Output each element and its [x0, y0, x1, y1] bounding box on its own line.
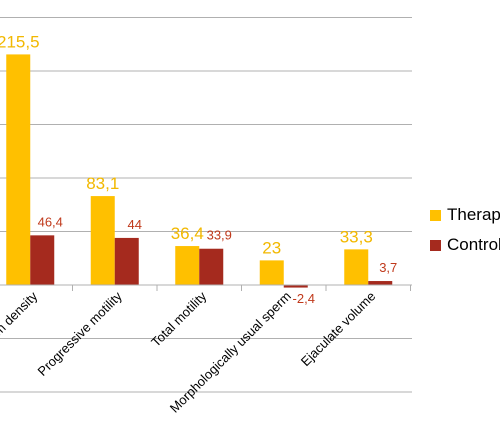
bars: [6, 54, 393, 288]
bar-control-2: [114, 237, 139, 285]
data-label-control-2: 44: [128, 217, 142, 232]
data-label-therapy-4: 23: [262, 238, 281, 257]
data-label-control-4: -2,4: [293, 291, 315, 306]
legend-label-control: Control: [447, 235, 500, 254]
bar-control-1: [30, 235, 55, 285]
legend-item-therapy: Therapy: [430, 200, 500, 230]
bar-therapy-2: [90, 196, 115, 285]
category-label-2: Progressive motility: [35, 288, 126, 379]
data-label-therapy-2: 83,1: [86, 174, 119, 193]
data-label-therapy-3: 36,4: [171, 224, 204, 243]
data-label-control-3: 33,9: [207, 228, 232, 243]
legend-item-control: Control: [430, 230, 500, 260]
data-labels: 215,5 46,4 83,1 44 36,4 33,9 23 -2,4 33,3 3,7: [0, 32, 397, 306]
bar-therapy-3: [175, 246, 200, 285]
legend-swatch-therapy: [430, 209, 441, 221]
bar-therapy-1: [6, 54, 31, 285]
data-label-control-1: 46,4: [38, 214, 63, 229]
category-label-1: Sperm density: [0, 288, 41, 358]
bar-control-5: [368, 281, 393, 285]
data-label-control-5: 3,7: [379, 260, 397, 275]
bar-therapy-4: [259, 260, 284, 285]
bar-control-4: [283, 285, 308, 288]
legend: Therapy Control: [430, 200, 500, 260]
data-label-therapy-5: 33,3: [340, 227, 373, 246]
legend-label-therapy: Therapy: [447, 205, 500, 224]
legend-swatch-control: [430, 239, 441, 251]
category-label-3: Total motility: [148, 288, 210, 350]
data-label-therapy-1: 215,5: [0, 32, 40, 51]
bar-therapy-5: [344, 249, 369, 285]
bar-control-3: [199, 248, 224, 285]
gridlines: [0, 17, 412, 393]
